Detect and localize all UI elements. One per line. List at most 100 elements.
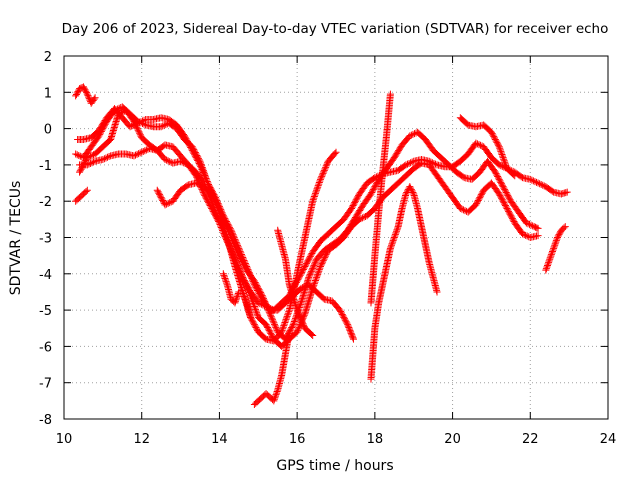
data-point [316,177,324,185]
data-point [517,173,525,181]
data-point [240,260,248,268]
data-point [499,197,507,205]
data-point [495,190,503,198]
data-point [193,173,201,181]
data-point [86,152,94,160]
data-point [358,214,366,222]
data-point [510,171,518,179]
data-point [159,196,167,204]
data-point [252,306,260,314]
y-tick-label: -6 [39,340,52,355]
data-point [289,321,297,329]
data-point [114,110,122,118]
data-point [204,181,212,189]
data-point [553,235,561,243]
data-point [234,250,242,258]
y-tick-label: 1 [44,86,52,101]
series-11 [367,90,394,307]
data-point [318,260,326,268]
data-point [459,206,467,214]
data-point [478,189,486,197]
data-point [492,137,500,145]
data-point [250,321,258,329]
data-point [280,322,288,330]
data-point [161,201,169,209]
data-point [80,84,88,92]
data-point [524,220,532,228]
data-point [272,391,280,399]
data-point [99,125,107,133]
data-point [155,189,163,197]
data-point [242,281,250,289]
data-point [79,83,87,91]
data-point [136,131,144,139]
data-point [83,89,91,97]
data-point [306,254,314,262]
data-point [533,178,541,186]
data-point [208,206,216,214]
data-point [272,323,280,331]
data-point [348,204,356,212]
data-point [342,318,350,326]
data-point [270,395,278,403]
data-point [473,140,481,148]
data-point [323,249,331,257]
data-point [491,135,499,143]
series-3 [76,106,542,350]
data-point [99,155,107,163]
data-point [494,141,502,149]
data-point [348,332,356,340]
data-point [501,160,509,168]
data-point [210,209,218,217]
data-point [79,162,87,170]
data-point [271,392,279,400]
series-5 [72,83,99,107]
data-point [233,294,241,302]
data-point [309,283,317,291]
data-point [502,161,510,169]
x-tick-label: 22 [522,432,539,447]
data-point [236,253,244,261]
data-point [296,314,304,322]
data-point [505,209,513,217]
data-point [472,201,480,209]
data-point [393,227,401,235]
data-point [403,188,411,196]
data-point [166,158,174,166]
data-point [338,310,346,318]
data-point [300,321,308,329]
data-point [505,207,513,215]
data-point [83,90,91,98]
data-point [254,284,262,292]
data-point [291,314,299,322]
data-point [459,173,467,181]
data-point [248,296,256,304]
data-point [309,196,317,204]
data-point [496,191,504,199]
data-point [534,232,542,240]
data-point [157,194,165,202]
data-point [74,88,82,96]
data-point [536,180,544,188]
data-point [198,162,206,170]
data-point [209,193,217,201]
data-point [293,306,301,314]
data-point [265,326,273,334]
data-point [210,196,218,204]
data-point [202,174,210,182]
data-point [112,106,120,114]
data-point [211,210,219,218]
data-point [388,240,396,248]
data-point [543,262,551,270]
data-point [118,109,126,117]
data-point [497,149,505,157]
data-point [526,220,534,228]
data-point [346,326,354,334]
data-point [271,394,279,402]
data-point [497,178,505,186]
data-point [208,190,216,198]
series-0 [74,105,357,343]
data-point [266,328,274,336]
data-point [269,317,277,325]
data-point [252,280,260,288]
